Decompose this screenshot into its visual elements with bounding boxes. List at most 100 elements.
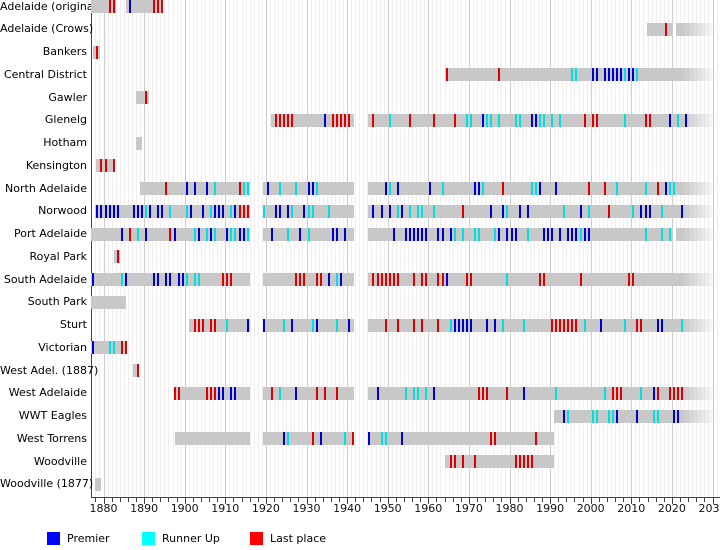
runner-up-tick	[652, 409, 655, 423]
x-axis-minor-tick	[200, 498, 202, 502]
grid-major-line	[144, 0, 146, 497]
era-bar	[263, 432, 354, 446]
x-axis-minor-tick	[460, 498, 462, 502]
last-place-tick	[291, 113, 294, 127]
x-axis-tick-label: 1970	[454, 502, 483, 515]
runner-up-tick	[417, 386, 420, 400]
grid-minor-line	[497, 0, 499, 497]
premier-tick	[340, 273, 342, 287]
premier-tick	[279, 204, 282, 218]
x-axis-major-tick	[347, 498, 349, 504]
runner-up-tick	[380, 432, 383, 446]
grid-minor-line	[399, 0, 401, 497]
x-axis-minor-tick	[444, 498, 446, 502]
x-axis-minor-tick	[533, 498, 535, 502]
grid-minor-line	[338, 0, 340, 497]
grid-minor-line	[578, 0, 580, 497]
runner-up-tick	[214, 182, 217, 196]
runner-up-tick	[603, 386, 606, 400]
x-axis-minor-tick	[688, 498, 690, 502]
premier-tick	[534, 113, 537, 127]
era-bar	[174, 432, 251, 446]
runner-up-tick	[112, 341, 115, 355]
last-place-tick	[214, 386, 217, 400]
premier-tick	[632, 68, 635, 82]
last-place-tick	[287, 113, 290, 127]
runner-up-legend-label: Runner Up	[162, 532, 220, 545]
era-bar	[675, 227, 683, 241]
runner-up-tick	[506, 204, 509, 218]
grid-minor-line	[180, 0, 182, 497]
grid-minor-line	[363, 0, 365, 497]
x-axis-minor-tick	[420, 498, 422, 502]
era-bar	[174, 386, 251, 400]
premier-tick	[181, 273, 184, 287]
last-place-tick	[384, 318, 387, 332]
era-bar	[368, 386, 683, 400]
premier-tick	[628, 68, 631, 82]
grid-major-line	[387, 0, 389, 497]
premier-tick	[384, 182, 387, 196]
era-bar	[368, 113, 683, 127]
last-place-tick	[445, 68, 448, 82]
last-place-tick	[344, 113, 347, 127]
runner-up-tick	[287, 227, 290, 241]
grid-minor-line	[708, 0, 710, 497]
premier-tick	[494, 318, 497, 332]
runner-up-tick	[672, 182, 675, 196]
runner-up-tick	[563, 204, 566, 218]
premier-tick	[518, 204, 521, 218]
grid-minor-line	[692, 0, 694, 497]
x-axis-minor-tick	[655, 498, 657, 502]
runner-up-tick	[230, 227, 233, 241]
premier-tick	[368, 432, 371, 446]
runner-up-tick	[473, 227, 476, 241]
grid-minor-line	[424, 0, 426, 497]
x-axis-minor-tick	[395, 498, 397, 502]
grid-minor-line	[493, 0, 495, 497]
premier-tick	[413, 227, 416, 241]
x-axis-major-tick	[387, 498, 389, 504]
last-place-tick	[437, 273, 440, 287]
premier-tick	[547, 227, 550, 241]
premier-tick	[214, 204, 217, 218]
runner-up-tick	[506, 273, 509, 287]
team-label: Glenelg	[44, 113, 87, 127]
grid-minor-line	[217, 0, 219, 497]
grid-minor-line	[375, 0, 377, 497]
last-place-tick	[543, 273, 545, 287]
grid-minor-line	[521, 0, 523, 497]
x-axis-tick-label: 1930	[292, 502, 321, 515]
runner-up-tick	[185, 273, 188, 287]
grid-minor-line	[489, 0, 491, 497]
last-place-tick	[563, 318, 566, 332]
era-bar	[263, 386, 354, 400]
team-label: Woodville (1877)	[0, 477, 94, 491]
last-place-tick	[567, 318, 570, 332]
runner-up-tick	[522, 318, 525, 332]
last-place-tick	[331, 113, 334, 127]
grid-minor-line	[343, 0, 345, 497]
runner-up-tick	[640, 386, 643, 400]
legend: Premier Runner Up Last place	[0, 531, 720, 550]
grid-minor-line	[294, 0, 296, 497]
era-bar-future-fade	[682, 227, 717, 241]
grid-minor-line	[334, 0, 336, 497]
premier-tick	[685, 113, 688, 127]
last-place-tick	[372, 113, 375, 127]
last-place-tick	[96, 45, 99, 59]
x-axis-minor-tick	[403, 498, 405, 502]
last-place-tick	[498, 68, 501, 82]
last-place-tick	[238, 182, 241, 196]
grid-minor-line	[310, 0, 312, 497]
grid-minor-line	[623, 0, 625, 497]
grid-minor-line	[558, 0, 560, 497]
premier-tick	[291, 318, 294, 332]
grid-minor-line	[537, 0, 539, 497]
premier-tick	[246, 318, 249, 332]
premier-tick	[177, 273, 180, 287]
era-bar-future-fade	[682, 68, 717, 82]
premier-tick	[137, 204, 139, 218]
grid-minor-line	[355, 0, 357, 497]
grid-minor-line	[107, 0, 109, 497]
